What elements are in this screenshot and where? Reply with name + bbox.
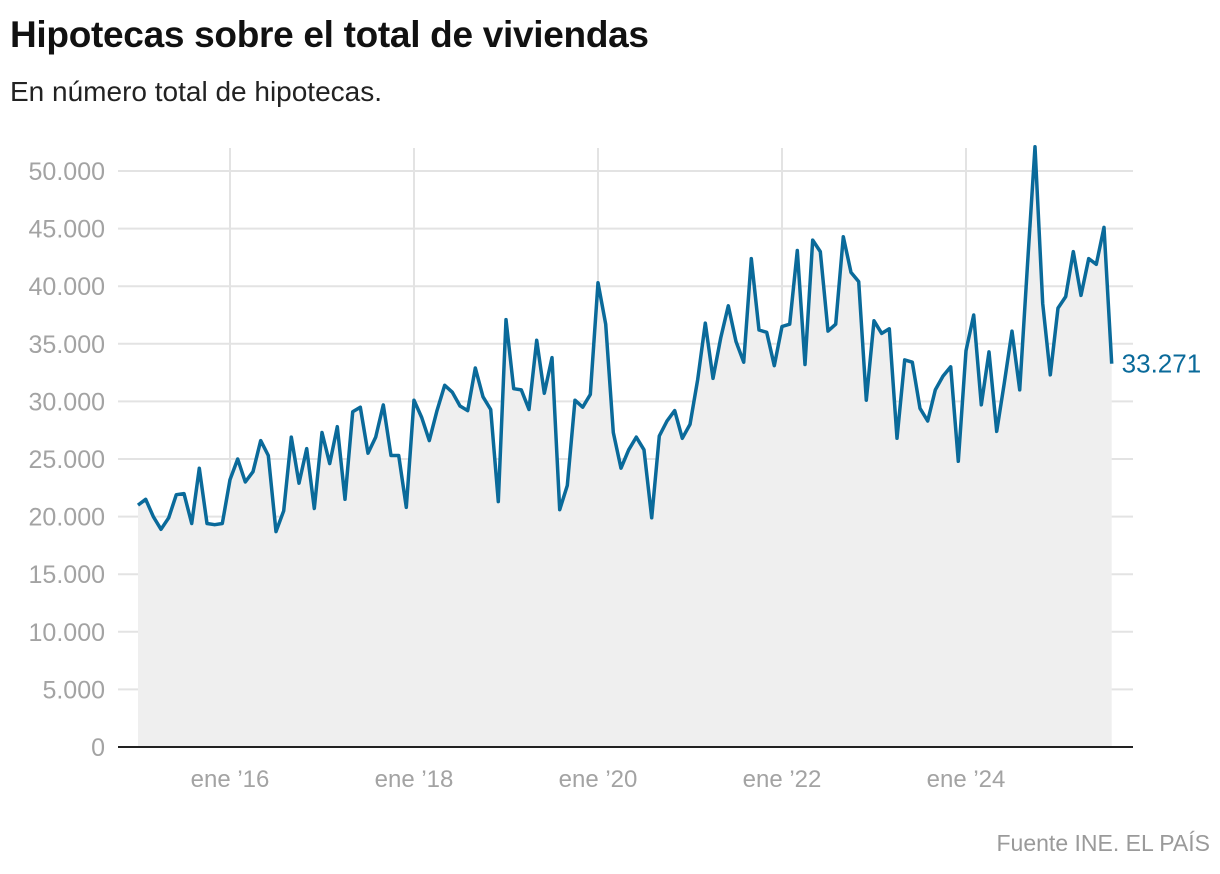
y-tick-label: 25.000 [29, 446, 105, 474]
y-tick-label: 20.000 [29, 504, 105, 532]
y-tick-label: 15.000 [29, 561, 105, 589]
source-note: Fuente INE. EL PAÍS [996, 830, 1211, 856]
chart-subtitle: En número total de hipotecas. [10, 76, 383, 107]
series-area [138, 146, 1112, 748]
x-tick-label: ene ’24 [927, 766, 1006, 793]
y-tick-label: 50.000 [29, 158, 105, 186]
chart-title: Hipotecas sobre el total de viviendas [10, 14, 649, 55]
x-tick-label: ene ’20 [559, 766, 638, 793]
x-tick-label: ene ’18 [375, 766, 454, 793]
y-tick-label: 0 [91, 734, 105, 762]
x-axis-ticks: ene ’16 ene ’18 ene ’20 ene ’22 ene ’24 [191, 766, 1006, 793]
x-tick-label: ene ’16 [191, 766, 270, 793]
end-value-label: 33.271 [1122, 349, 1202, 379]
data-points [137, 146, 1112, 532]
y-tick-label: 35.000 [29, 331, 105, 359]
y-axis-ticks: 0 5.000 10.000 15.000 20.000 25.000 30.000 35.0… [29, 158, 105, 762]
x-tick-label: ene ’22 [743, 766, 822, 793]
y-tick-label: 10.000 [29, 619, 105, 647]
y-tick-label: 40.000 [29, 273, 105, 301]
series-line [136, 145, 1114, 534]
y-tick-label: 5.000 [42, 676, 105, 704]
y-tick-label: 45.000 [29, 216, 105, 244]
y-tick-label: 30.000 [29, 388, 105, 416]
